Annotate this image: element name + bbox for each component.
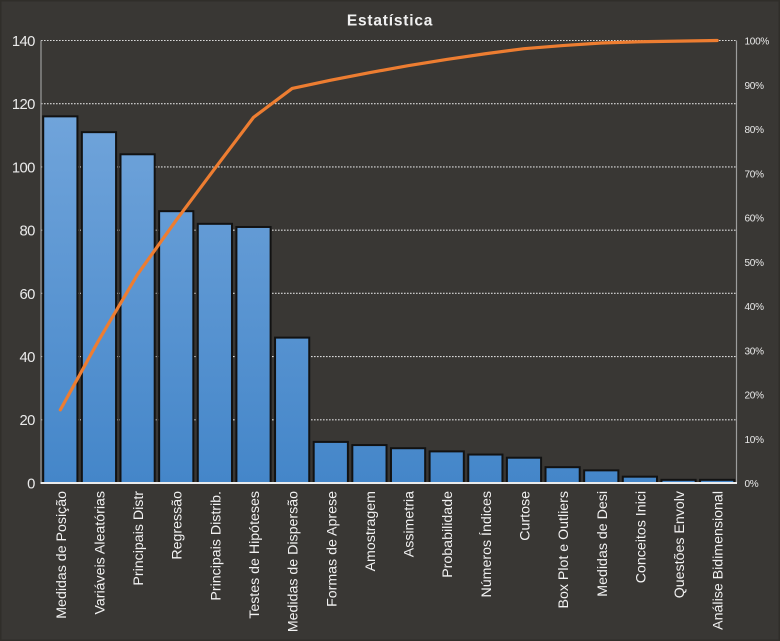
svg-text:Assimetria: Assimetria xyxy=(402,491,418,557)
svg-text:0%: 0% xyxy=(745,479,759,490)
svg-text:50%: 50% xyxy=(745,258,765,269)
svg-text:20%: 20% xyxy=(745,391,765,402)
svg-text:Regressão: Regressão xyxy=(170,491,186,560)
svg-text:0: 0 xyxy=(27,476,35,492)
svg-text:10%: 10% xyxy=(745,435,765,446)
svg-text:Variáveis Aleatórias: Variáveis Aleatórias xyxy=(92,491,108,615)
svg-text:40: 40 xyxy=(20,350,36,366)
svg-text:Testes de Hipóteses: Testes de Hipóteses xyxy=(247,491,263,619)
svg-text:40%: 40% xyxy=(745,302,765,313)
svg-text:Números Índices: Números Índices xyxy=(478,491,495,597)
svg-text:60: 60 xyxy=(20,287,36,303)
svg-text:80%: 80% xyxy=(745,125,765,136)
svg-text:Principais Distrib.: Principais Distrib. xyxy=(208,491,224,601)
svg-text:Curtose: Curtose xyxy=(517,491,533,541)
svg-text:Questões Envolv: Questões Envolv xyxy=(672,490,688,598)
svg-text:Medidas de Desi: Medidas de Desi xyxy=(595,491,611,597)
svg-text:80: 80 xyxy=(20,224,36,240)
svg-text:Conceitos Inici: Conceitos Inici xyxy=(633,491,649,583)
svg-text:70%: 70% xyxy=(745,169,765,180)
svg-text:Estatística: Estatística xyxy=(347,13,433,30)
svg-text:Formas de Aprese: Formas de Aprese xyxy=(324,491,340,607)
svg-text:20: 20 xyxy=(20,413,36,429)
svg-text:120: 120 xyxy=(12,97,35,113)
svg-text:Medidas de Posição: Medidas de Posição xyxy=(54,491,70,619)
svg-text:Amostragem: Amostragem xyxy=(363,491,379,571)
svg-text:Probabilidade: Probabilidade xyxy=(440,491,456,578)
svg-text:140: 140 xyxy=(12,34,35,50)
svg-text:Box Plot e Outliers: Box Plot e Outliers xyxy=(556,491,572,609)
svg-text:Análise Bidimensional: Análise Bidimensional xyxy=(711,491,727,630)
svg-text:60%: 60% xyxy=(745,214,765,225)
svg-text:100%: 100% xyxy=(745,37,770,48)
svg-text:90%: 90% xyxy=(745,81,765,92)
svg-text:30%: 30% xyxy=(745,346,765,357)
svg-text:Principais Distr: Principais Distr xyxy=(131,491,147,586)
svg-text:100: 100 xyxy=(12,160,35,176)
svg-text:Medidas de Dispersão: Medidas de Dispersão xyxy=(286,491,302,632)
